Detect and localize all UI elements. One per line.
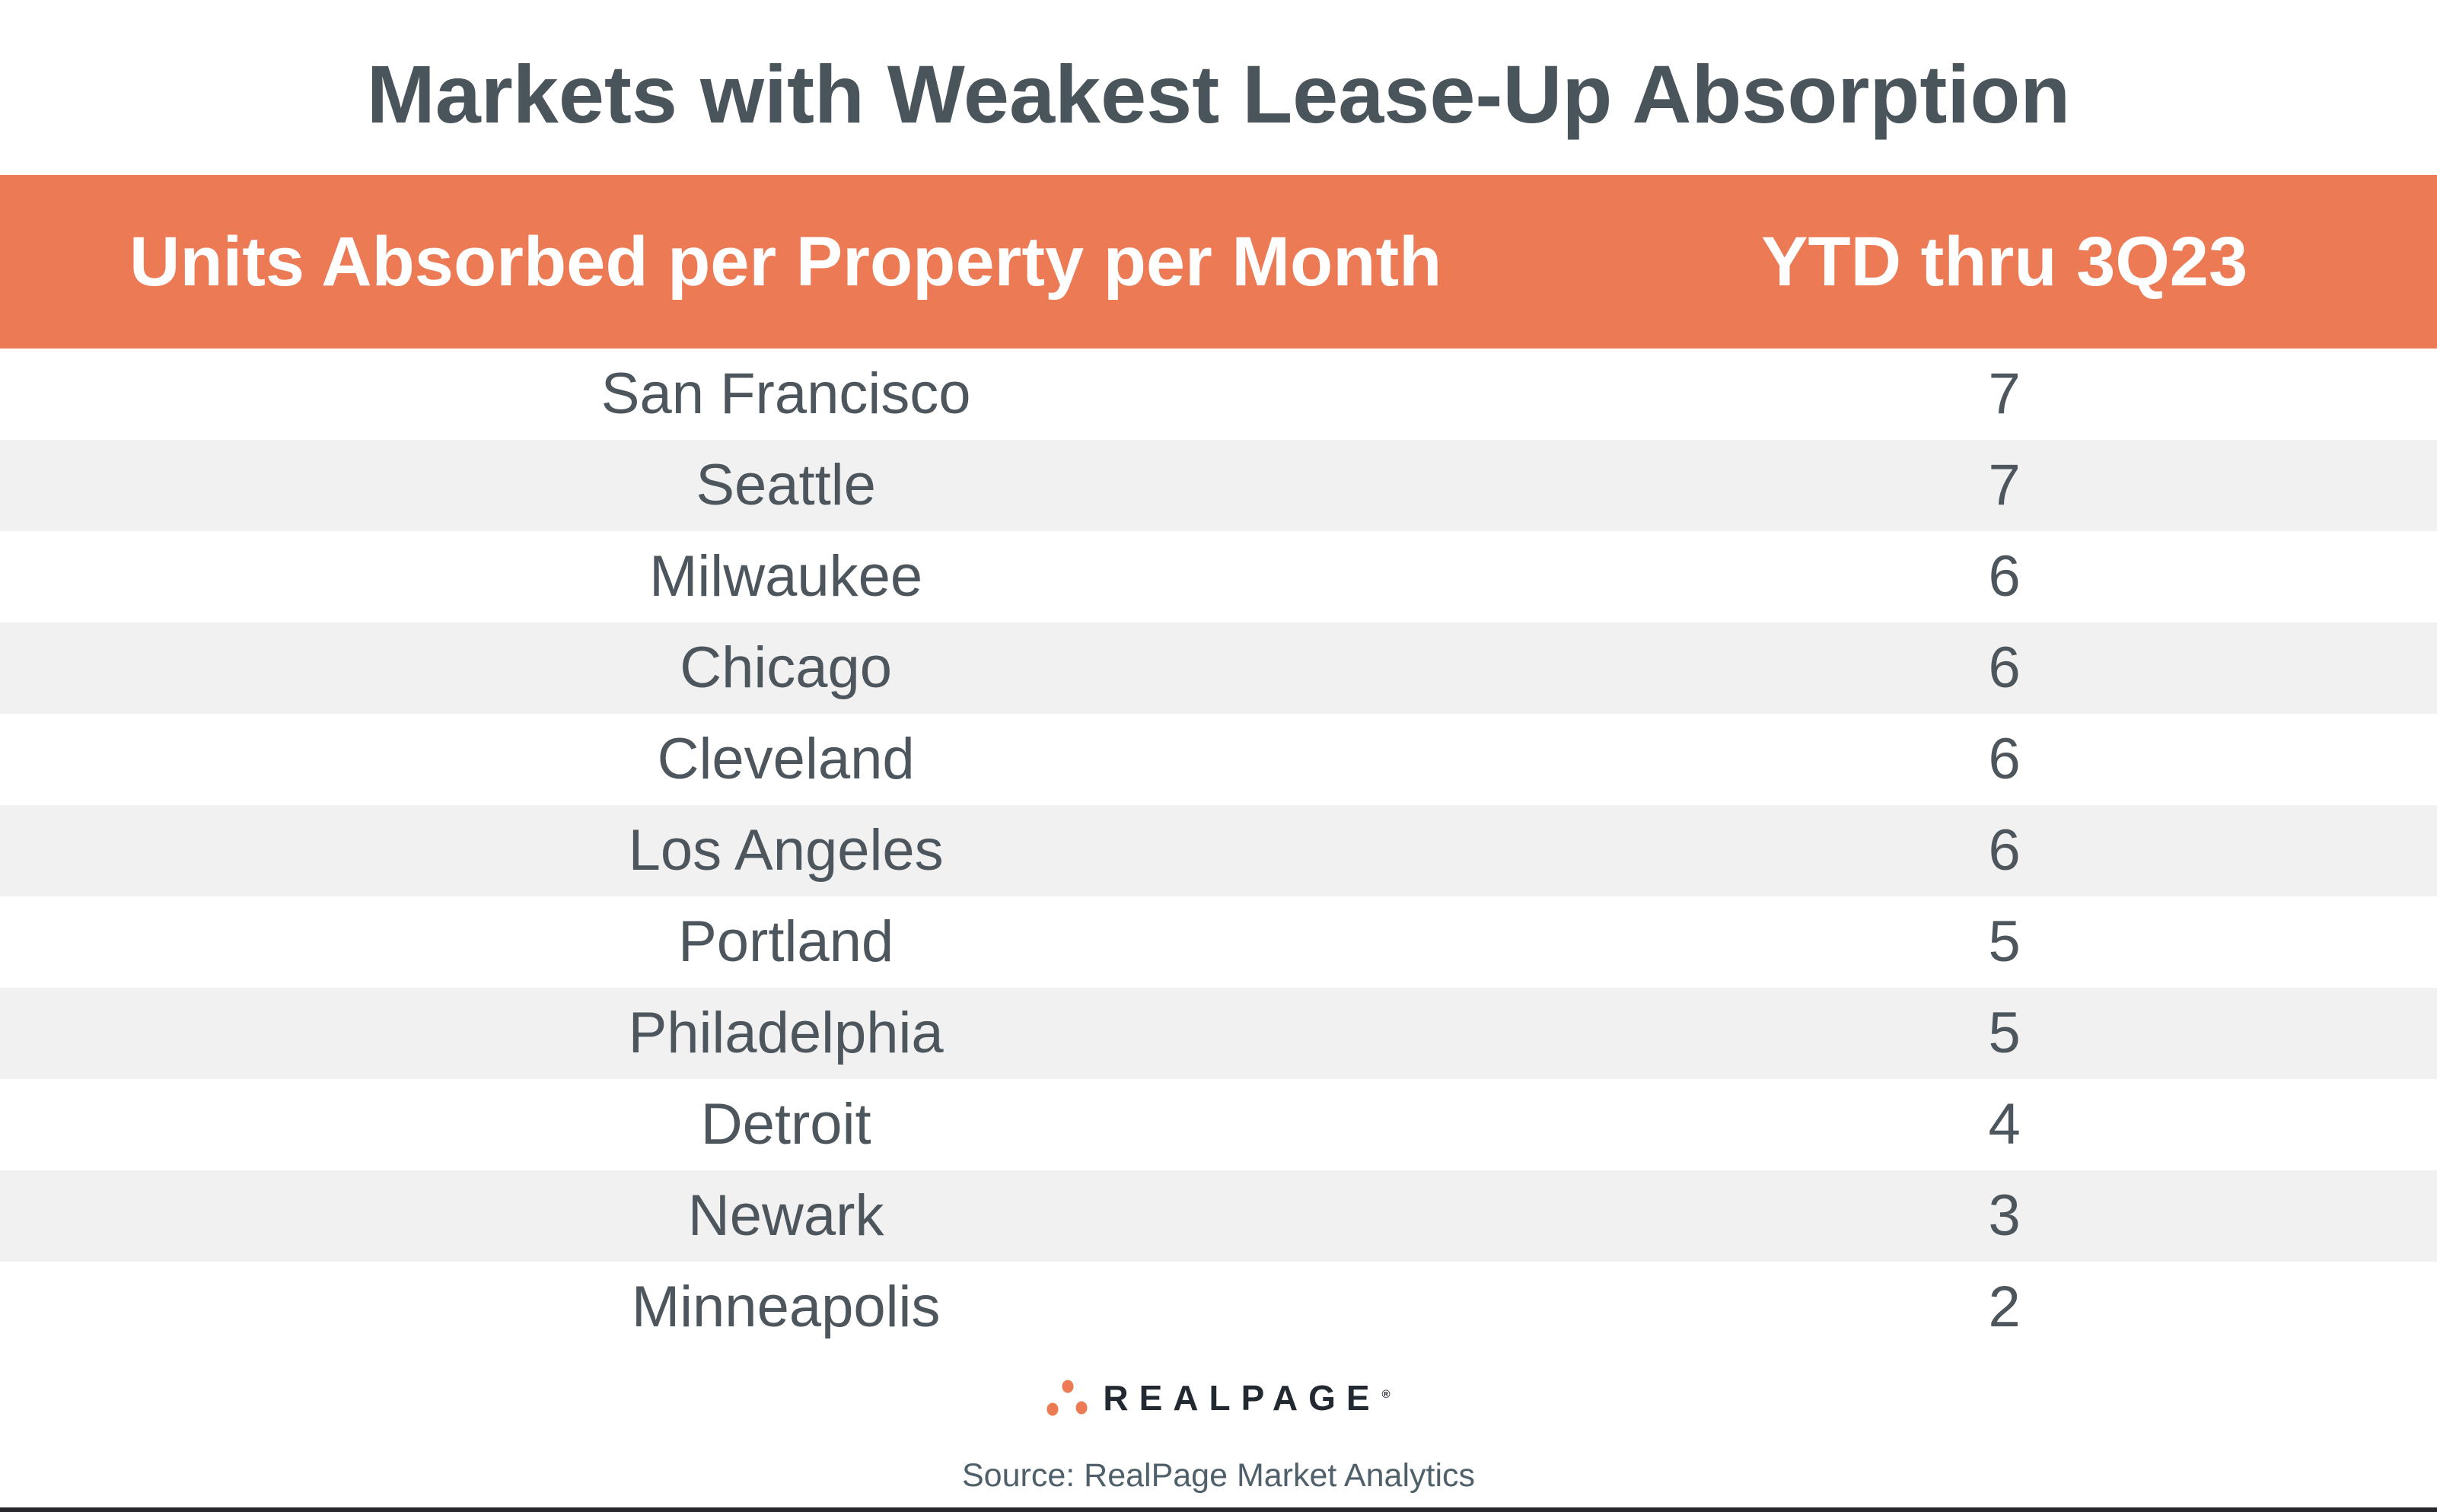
realpage-logo: REALPAGE ® <box>0 1377 2437 1418</box>
market-value: 5 <box>1988 909 2021 974</box>
table-row: Milwaukee 6 <box>0 531 2437 622</box>
market-value: 2 <box>1988 1275 2021 1339</box>
market-value: 5 <box>1988 1001 2021 1065</box>
table-row: Cleveland 6 <box>0 714 2437 805</box>
market-name: Newark <box>687 1183 884 1248</box>
market-value: 6 <box>1988 818 2021 883</box>
market-name: Portland <box>678 909 894 974</box>
market-name: Minneapolis <box>631 1275 941 1339</box>
table-row: San Francisco 7 <box>0 349 2437 440</box>
table-row: Minneapolis 2 <box>0 1262 2437 1353</box>
bottom-border-line <box>0 1507 2437 1512</box>
source-attribution: Source: RealPage Market Analytics <box>962 1457 1475 1494</box>
market-name: Cleveland <box>657 727 915 791</box>
market-value: 7 <box>1988 453 2021 517</box>
market-name: Philadelphia <box>628 1001 944 1065</box>
market-name: San Francisco <box>600 361 971 426</box>
market-value: 3 <box>1988 1183 2021 1248</box>
market-name: Los Angeles <box>628 818 944 883</box>
table-header-row: Units Absorbed per Property per Month YT… <box>0 175 2437 349</box>
market-value: 6 <box>1988 635 2021 700</box>
table-row: Los Angeles 6 <box>0 805 2437 896</box>
table-row: Chicago 6 <box>0 622 2437 714</box>
table-row: Philadelphia 5 <box>0 988 2437 1079</box>
market-value: 4 <box>1988 1092 2021 1157</box>
realpage-wordmark: REALPAGE ® <box>1103 1377 1390 1418</box>
column-header-period: YTD thru 3Q23 <box>1761 223 2248 301</box>
realpage-dots-icon <box>1046 1380 1088 1416</box>
column-header-metric: Units Absorbed per Property per Month <box>129 223 1442 301</box>
table-body: San Francisco 7 Seattle 7 Milwaukee 6 Ch… <box>0 349 2437 1353</box>
registered-trademark-symbol: ® <box>1381 1387 1391 1401</box>
market-name: Detroit <box>700 1092 871 1157</box>
table-row: Newark 3 <box>0 1170 2437 1262</box>
market-name: Milwaukee <box>649 544 923 609</box>
market-value: 6 <box>1988 544 2021 609</box>
market-name: Seattle <box>696 453 876 517</box>
table-row: Seattle 7 <box>0 440 2437 531</box>
table-row: Detroit 4 <box>0 1079 2437 1170</box>
page-title: Markets with Weakest Lease-Up Absorption <box>366 48 2071 140</box>
table-row: Portland 5 <box>0 896 2437 988</box>
realpage-wordmark-text: REALPAGE <box>1103 1378 1381 1418</box>
market-name: Chicago <box>680 635 893 700</box>
market-value: 6 <box>1988 727 2021 791</box>
market-value: 7 <box>1988 361 2021 426</box>
